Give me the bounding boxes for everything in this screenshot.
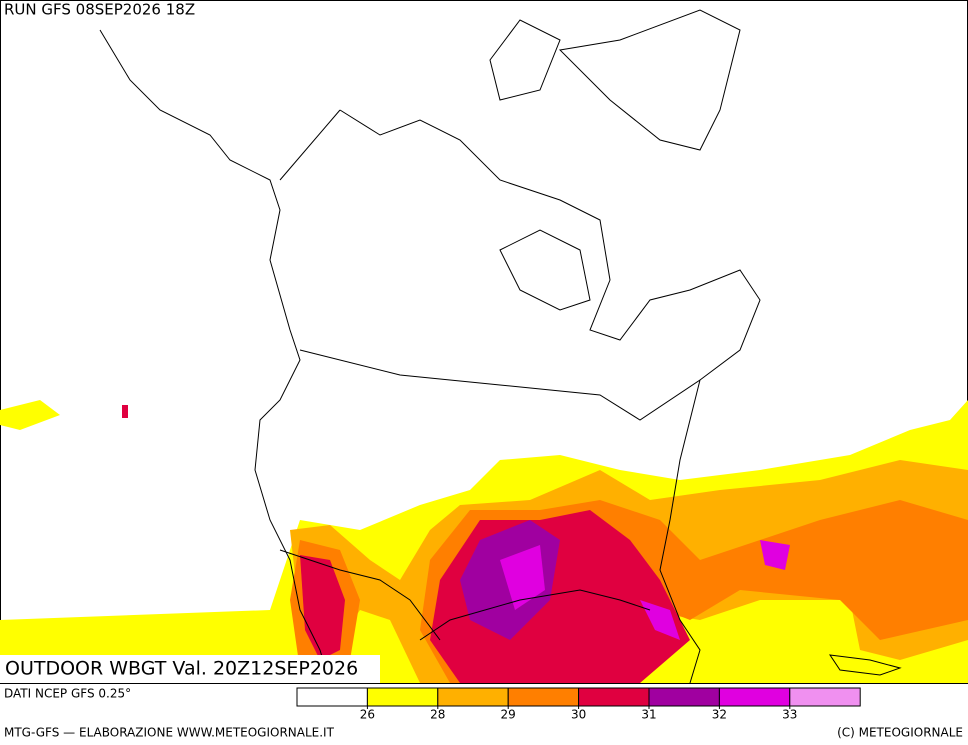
legend-swatch [296,687,368,707]
legend-swatch [507,687,580,707]
title-box [0,655,380,683]
legend: 26 28 29 30 31 32 33 [296,687,861,722]
legend-swatch [648,687,720,707]
heat-field [0,400,968,683]
legend-tick-label: 29 [501,708,516,722]
coastlines [99,9,902,684]
legend-tick-label: 31 [641,708,656,722]
source-label: DATI NCEP GFS 0.25° [4,687,131,701]
footer-left: MTG-GFS — ELABORAZIONE WWW.METEOGIORNALE… [4,726,335,740]
legend-swatch [366,687,439,707]
legend-tick-label: 28 [430,708,445,722]
legend-tick-label: 26 [360,708,375,722]
legend-swatch [789,687,861,707]
legend-swatch [718,687,791,707]
footer-right: (C) METEOGIORNALE [837,726,963,740]
legend-tick-label: 32 [712,708,727,722]
run-label: RUN GFS 08SEP2026 18Z [4,1,195,19]
map-title: OUTDOOR WBGT Val. 20Z12SEP2026 [5,658,358,680]
legend-swatch [578,687,650,707]
legend-tick-label: 33 [782,708,797,722]
legend-tick-label: 30 [571,708,586,722]
map: RUN GFS 08SEP2026 18Z OUTDOOR WBGT Val. … [0,0,968,684]
legend-swatch [437,687,509,707]
